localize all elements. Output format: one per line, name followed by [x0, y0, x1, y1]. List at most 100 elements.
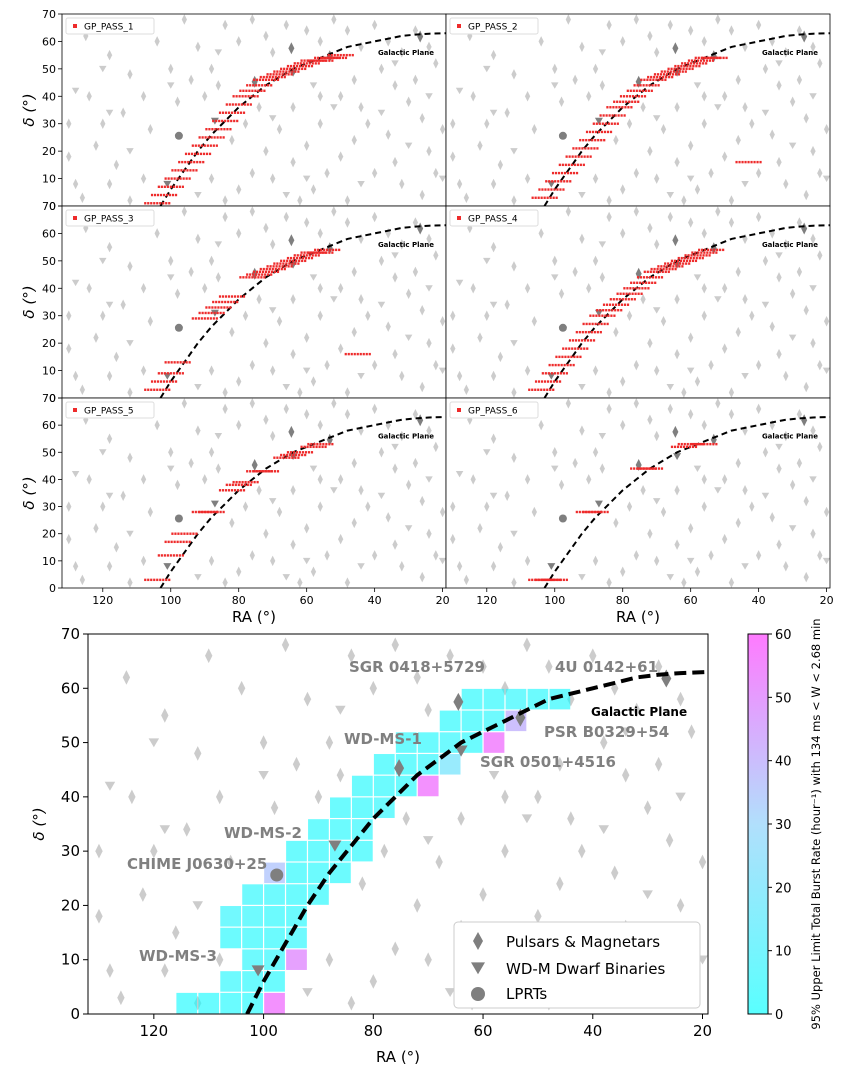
survey-point [307, 442, 310, 446]
survey-point [207, 510, 210, 514]
source-wd-marker [594, 500, 603, 508]
survey-point [184, 152, 188, 156]
heatmap-cell [286, 949, 307, 970]
survey-point-group [609, 298, 636, 301]
background-pulsar-marker [392, 463, 398, 474]
background-pulsar-marker [391, 637, 399, 653]
survey-point [242, 295, 246, 298]
survey-point [153, 202, 156, 205]
background-pulsar-marker [154, 228, 160, 239]
source-wd-marker [547, 180, 556, 188]
background-pulsar-marker [256, 102, 262, 113]
survey-point [615, 106, 618, 109]
survey-point [577, 347, 580, 350]
survey-point [186, 169, 189, 172]
survey-point [565, 347, 568, 350]
survey-point [554, 171, 558, 175]
survey-point [314, 254, 317, 257]
survey-point [281, 265, 284, 268]
survey-point [260, 89, 263, 92]
survey-point [592, 122, 595, 125]
source-lprt-marker [558, 514, 567, 523]
survey-point [607, 122, 610, 125]
survey-point [147, 388, 150, 391]
survey-point [317, 56, 320, 60]
background-pulsar-marker [708, 167, 714, 179]
background-pulsar-marker [728, 577, 735, 588]
survey-point [197, 144, 200, 147]
survey-point [258, 84, 261, 87]
background-pulsar-marker [154, 419, 160, 431]
survey-point [222, 311, 225, 315]
background-wd-marker [510, 148, 518, 155]
survey-point-group [307, 251, 334, 254]
background-pulsar-marker [127, 452, 133, 463]
background-pulsar-marker [66, 501, 72, 512]
x-tick-label: 80 [364, 1022, 383, 1040]
background-pulsar-marker [463, 574, 470, 586]
survey-point [296, 254, 299, 257]
background-pulsar-marker [592, 63, 599, 75]
background-pulsar-marker [208, 173, 215, 184]
survey-point [642, 281, 645, 284]
survey-point [238, 95, 241, 98]
background-pulsar-marker [202, 91, 208, 102]
background-pulsar-marker [803, 112, 809, 124]
survey-point [759, 160, 762, 164]
survey-point [171, 193, 175, 197]
background-wd-marker [438, 175, 446, 182]
background-pulsar-marker [86, 91, 92, 102]
background-pulsar-marker [412, 457, 419, 469]
survey-point [328, 442, 331, 446]
background-pulsar-marker [450, 343, 456, 354]
y-tick-label: 40 [61, 788, 80, 806]
survey-point [603, 138, 606, 142]
survey-point [679, 67, 682, 71]
background-pulsar-marker [324, 359, 330, 371]
survey-point [304, 453, 307, 457]
survey-point [541, 578, 544, 582]
background-pulsar-marker [229, 326, 235, 338]
background-pulsar-marker [688, 409, 694, 420]
survey-point [556, 578, 559, 582]
survey-point [275, 73, 278, 76]
background-pulsar-marker [504, 299, 510, 310]
survey-point [165, 193, 169, 197]
survey-point [278, 265, 281, 268]
background-wd-marker [268, 498, 277, 505]
background-wd-marker [761, 109, 770, 117]
x-tick-label: 20 [436, 594, 450, 607]
survey-point [164, 177, 167, 180]
survey-point [683, 64, 686, 68]
y-axis-label: δ (°) [20, 285, 38, 318]
survey-point [632, 89, 635, 92]
survey-point-group [280, 67, 307, 71]
survey-point [622, 292, 625, 295]
survey-point-group [225, 483, 252, 487]
background-pulsar-marker [290, 348, 296, 360]
background-pulsar-marker [823, 315, 830, 327]
background-wd-marker [71, 471, 80, 478]
background-pulsar-marker [504, 490, 510, 501]
background-pulsar-marker [776, 272, 782, 283]
survey-point [628, 100, 631, 103]
survey-point [328, 251, 331, 254]
survey-point [682, 445, 686, 449]
survey-point [217, 128, 220, 131]
survey-point [277, 75, 280, 79]
background-pulsar-marker [762, 63, 769, 75]
survey-point [619, 100, 622, 103]
survey-point [574, 347, 577, 350]
survey-point [636, 467, 640, 470]
x-tick-label: 80 [616, 594, 630, 607]
x-tick-label: 100 [160, 594, 181, 607]
survey-point [204, 311, 207, 315]
survey-point [695, 64, 698, 68]
survey-point [664, 262, 667, 265]
survey-point [215, 119, 218, 123]
survey-point [208, 152, 212, 156]
survey-point [549, 388, 552, 391]
survey-point [252, 270, 256, 274]
survey-point [221, 119, 224, 123]
background-pulsar-marker [208, 555, 215, 567]
